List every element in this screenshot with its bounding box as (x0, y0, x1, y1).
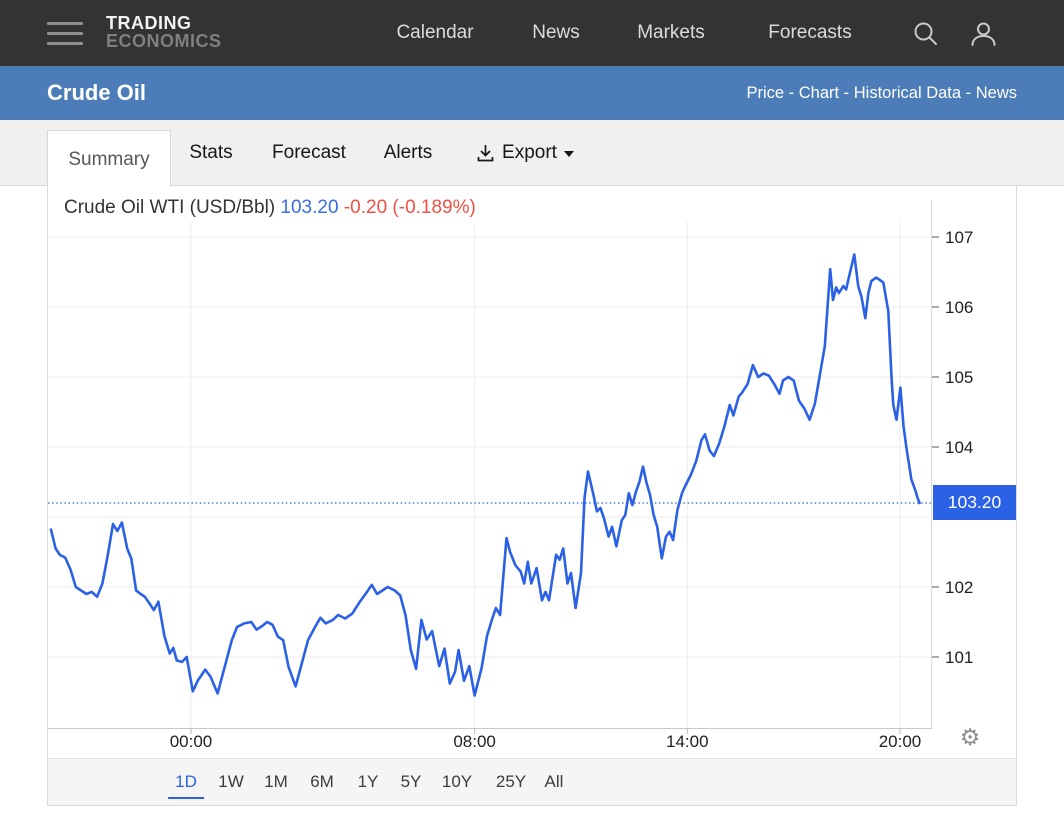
link-separator: - (784, 84, 799, 102)
download-icon (476, 143, 495, 163)
nav-markets[interactable]: Markets (637, 22, 705, 43)
range-6m[interactable]: 6M (310, 772, 334, 791)
svg-text:102: 102 (945, 578, 973, 597)
link-historical-data[interactable]: Historical Data (853, 84, 962, 102)
export-label: Export (502, 142, 557, 163)
tab-alerts[interactable]: Alerts (383, 142, 433, 163)
range-selector: 1D 1W 1M 6M 1Y 5Y 10Y 25Y All (48, 758, 1016, 805)
nav-calendar[interactable]: Calendar (396, 22, 474, 43)
link-news[interactable]: News (975, 84, 1017, 102)
tab-stats[interactable]: Stats (189, 142, 233, 163)
nav-news[interactable]: News (532, 22, 580, 43)
current-price-label: 103.20 (933, 485, 1016, 520)
range-10y[interactable]: 10Y (441, 772, 473, 791)
page-title: Crude Oil (47, 80, 147, 105)
link-separator: - (961, 84, 976, 102)
range-25y[interactable]: 25Y (495, 772, 527, 791)
chart-container: Crude Oil WTI (USD/Bbl) 103.20 -0.20 (-0… (47, 186, 1017, 806)
link-separator: - (839, 84, 854, 102)
chart-price-change: -0.20 (-0.189%) (338, 197, 476, 218)
tab-export[interactable]: Export (455, 120, 595, 186)
svg-text:14:00: 14:00 (666, 732, 709, 751)
svg-text:105: 105 (945, 368, 973, 387)
chevron-down-icon (563, 151, 574, 157)
tab-forecast[interactable]: Forecast (272, 142, 346, 163)
instrument-header-bar: Crude Oil Price - Chart - Historical Dat… (0, 66, 1064, 120)
tab-bar: Summary Stats Forecast Alerts Export (0, 120, 1064, 187)
user-account-icon[interactable] (969, 20, 998, 53)
range-1w[interactable]: 1W (218, 772, 244, 791)
svg-text:20:00: 20:00 (879, 732, 922, 751)
svg-text:106: 106 (945, 298, 973, 317)
link-price[interactable]: Price (746, 84, 785, 102)
svg-text:101: 101 (945, 648, 973, 667)
nav-forecasts[interactable]: Forecasts (768, 22, 852, 43)
price-chart-svg[interactable]: 107 106 105 104 102 101 00:00 08:00 14:00 20:00 (48, 186, 1016, 758)
instrument-links: Price - Chart - Historical Data - News (746, 66, 1017, 120)
range-1d[interactable]: 1D (167, 759, 204, 805)
chart-settings-gear-icon[interactable]: ⚙ (959, 724, 981, 750)
menu-icon[interactable] (47, 22, 83, 46)
chart-title: Crude Oil WTI (USD/Bbl) 103.20 -0.20 (-0… (64, 197, 476, 219)
trading-economics-logo[interactable]: TRADING ECONOMICS (106, 14, 222, 50)
svg-text:00:00: 00:00 (170, 732, 213, 751)
search-icon[interactable] (912, 20, 939, 52)
range-all[interactable]: All (544, 772, 564, 791)
logo-line2: ECONOMICS (106, 31, 222, 51)
link-chart[interactable]: Chart (798, 84, 840, 102)
active-range-underline (167, 797, 204, 799)
svg-text:104: 104 (945, 438, 973, 457)
logo-line1: TRADING (106, 13, 192, 33)
top-navigation-bar: TRADING ECONOMICS Calendar News Markets … (0, 0, 1064, 66)
chart-last-price: 103.20 (280, 197, 339, 218)
range-1m[interactable]: 1M (264, 772, 288, 791)
svg-text:08:00: 08:00 (453, 732, 496, 751)
chart-instrument-label: Crude Oil WTI (USD/Bbl) (64, 197, 281, 218)
range-5y[interactable]: 5Y (400, 772, 422, 791)
range-1y[interactable]: 1Y (357, 772, 379, 791)
svg-text:107: 107 (945, 228, 973, 247)
tab-summary[interactable]: Summary (47, 130, 171, 187)
